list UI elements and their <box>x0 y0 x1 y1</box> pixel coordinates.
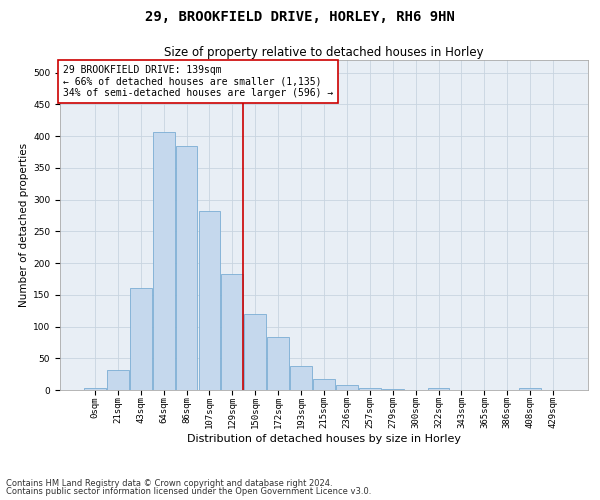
Bar <box>84 388 106 390</box>
Bar <box>428 388 449 390</box>
Bar <box>267 336 289 390</box>
Bar <box>359 388 381 390</box>
Bar <box>130 288 152 390</box>
Text: Contains HM Land Registry data © Crown copyright and database right 2024.: Contains HM Land Registry data © Crown c… <box>6 478 332 488</box>
Bar <box>244 314 266 390</box>
X-axis label: Distribution of detached houses by size in Horley: Distribution of detached houses by size … <box>187 434 461 444</box>
Text: 29, BROOKFIELD DRIVE, HORLEY, RH6 9HN: 29, BROOKFIELD DRIVE, HORLEY, RH6 9HN <box>145 10 455 24</box>
Bar <box>290 366 312 390</box>
Text: Contains public sector information licensed under the Open Government Licence v3: Contains public sector information licen… <box>6 487 371 496</box>
Bar <box>107 370 128 390</box>
Text: 29 BROOKFIELD DRIVE: 139sqm
← 66% of detached houses are smaller (1,135)
34% of : 29 BROOKFIELD DRIVE: 139sqm ← 66% of det… <box>62 65 333 98</box>
Title: Size of property relative to detached houses in Horley: Size of property relative to detached ho… <box>164 46 484 59</box>
Bar <box>199 211 220 390</box>
Bar <box>313 379 335 390</box>
Bar <box>221 274 243 390</box>
Bar <box>176 146 197 390</box>
Y-axis label: Number of detached properties: Number of detached properties <box>19 143 29 307</box>
Bar <box>336 385 358 390</box>
Bar <box>153 132 175 390</box>
Bar <box>520 388 541 390</box>
